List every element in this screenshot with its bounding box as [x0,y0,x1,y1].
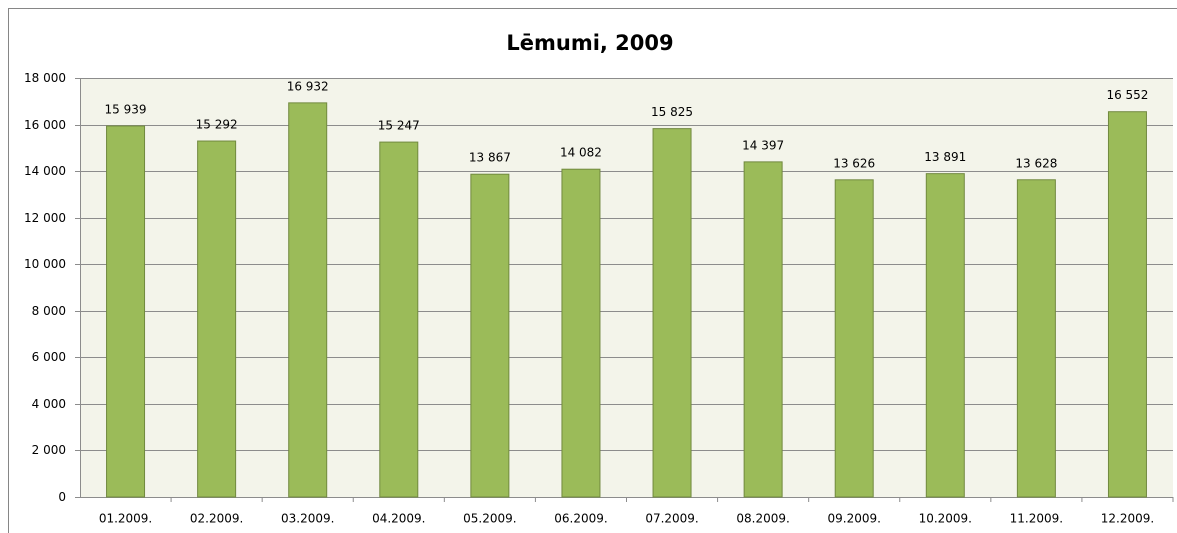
x-tick-label: 09.2009. [827,512,880,526]
value-label: 13 891 [924,150,966,164]
x-tick-label: 07.2009. [645,512,698,526]
y-tick-label: 16 000 [24,118,66,132]
y-tick-label: 14 000 [24,164,66,178]
x-tick-label: 08.2009. [736,512,789,526]
x-tick-label: 01.2009. [99,512,152,526]
value-label: 15 939 [105,102,147,116]
chart-title: Lēmumi, 2009 [506,31,673,55]
plot-area [80,78,1173,497]
bar [743,161,783,498]
value-label: 13 626 [833,156,875,170]
x-tick-label: 03.2009. [281,512,334,526]
bar [470,173,510,498]
y-tick-label: 0 [58,490,66,504]
value-label: 15 292 [196,118,238,132]
x-tick-label: 11.2009. [1010,512,1063,526]
value-label: 14 397 [742,138,784,152]
y-tick-label: 4 000 [32,397,66,411]
bar [379,141,419,498]
bar [1016,179,1056,498]
bar [197,140,237,498]
value-label: 13 867 [469,151,511,165]
value-label: 15 247 [378,119,420,133]
bar [288,102,328,498]
x-tick-label: 12.2009. [1101,512,1154,526]
y-tick-label: 18 000 [24,71,66,85]
value-label: 16 932 [287,79,329,93]
y-tick-label: 12 000 [24,211,66,225]
value-label: 13 628 [1015,156,1057,170]
y-tick-label: 2 000 [32,443,66,457]
y-tick-label: 6 000 [32,350,66,364]
value-label: 16 552 [1106,88,1148,102]
bar [834,179,874,498]
y-tick-label: 10 000 [24,257,66,271]
bar [1107,111,1147,498]
x-tick-label: 04.2009. [372,512,425,526]
bar [925,173,965,498]
bar [652,128,692,498]
value-label: 15 825 [651,105,693,119]
x-tick-label: 02.2009. [190,512,243,526]
bar [561,168,601,498]
value-label: 14 082 [560,146,602,160]
x-tick-label: 10.2009. [919,512,972,526]
x-tick-label: 05.2009. [463,512,516,526]
bar [106,125,146,498]
y-tick-label: 8 000 [32,304,66,318]
x-tick-label: 06.2009. [554,512,607,526]
